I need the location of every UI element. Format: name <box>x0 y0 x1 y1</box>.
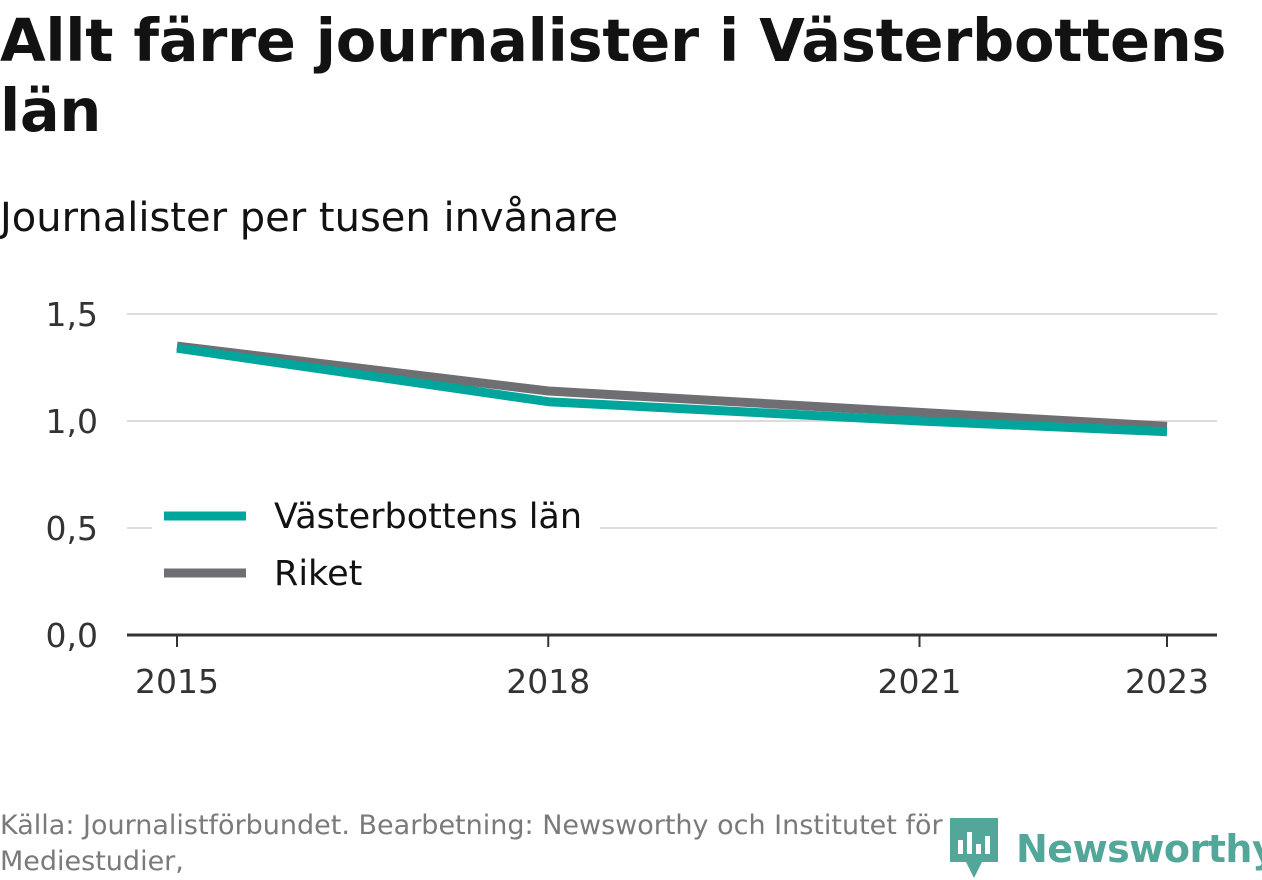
x-tick-label: 2021 <box>878 662 962 701</box>
y-tick-label: 0,0 <box>46 616 98 655</box>
newsworthy-logo: Newsworthy <box>950 818 1262 880</box>
newsworthy-logo-icon <box>950 818 998 878</box>
y-tick-label: 1,5 <box>46 295 98 334</box>
legend-label: Riket <box>274 554 362 594</box>
legend-background <box>152 488 600 604</box>
legend-label: Västerbottens län <box>274 497 582 537</box>
x-tick-label: 2015 <box>135 662 219 701</box>
line-chart: 0,0 0,5 1,0 1,5 2015 2018 2021 2023 Västerbott… <box>46 295 1217 701</box>
source-note: Källa: Journalistförbundet. Bearbetning:… <box>0 810 943 877</box>
series-line-riket <box>176 341 1168 431</box>
logo-text: Newsworthy <box>1016 827 1262 871</box>
x-tick-label: 2018 <box>506 662 590 701</box>
y-tick-label: 1,0 <box>46 402 98 441</box>
chart-title: Allt färre journalister i Västerbottens … <box>0 6 1227 145</box>
series-line-v-sterbottens-l-n <box>176 343 1168 437</box>
chart-subtitle: Journalister per tusen invånare <box>0 195 619 241</box>
y-tick-label: 0,5 <box>46 509 98 548</box>
x-tick-label: 2023 <box>1125 662 1209 701</box>
